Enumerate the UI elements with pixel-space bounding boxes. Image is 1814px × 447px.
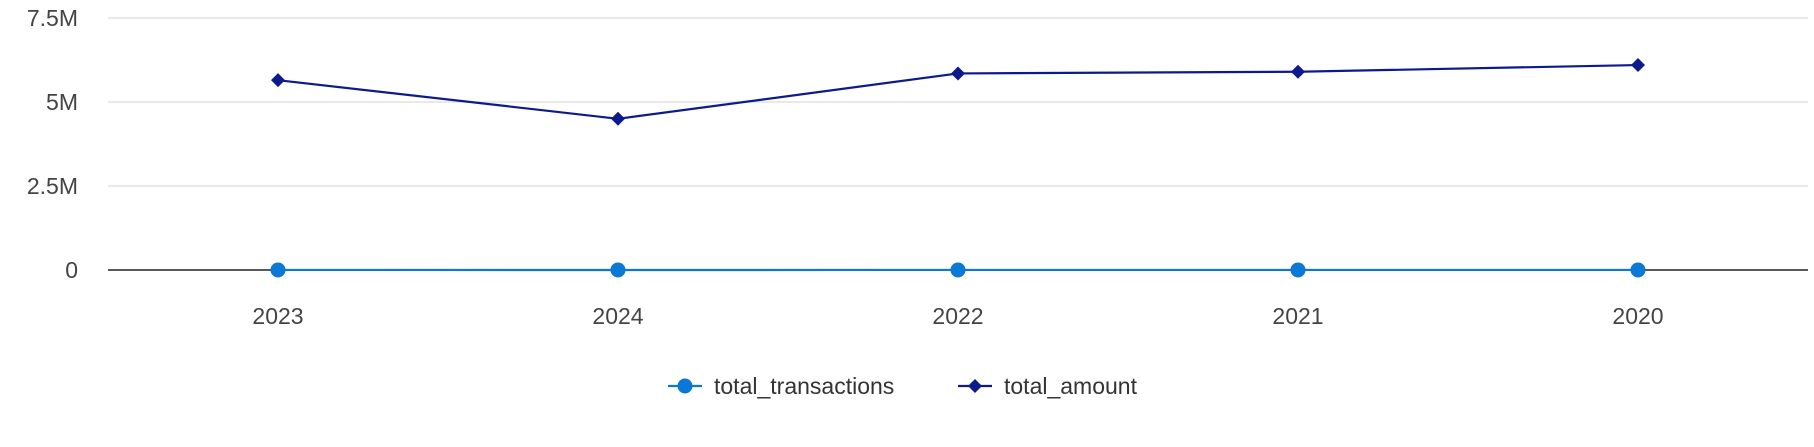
legend-label: total_amount <box>1004 373 1138 399</box>
legend-item-total-amount[interactable]: total_amount <box>958 373 1138 399</box>
x-axis-ticks: 2023 2024 2022 2021 2020 <box>252 303 1663 329</box>
series-layer <box>271 58 1646 277</box>
y-tick-label: 2.5M <box>27 173 78 199</box>
gridlines <box>108 18 1808 270</box>
y-tick-label: 7.5M <box>27 5 78 31</box>
y-axis-ticks: 0 2.5M 5M 7.5M <box>27 5 78 283</box>
x-tick-label: 2023 <box>252 303 303 329</box>
y-tick-label: 5M <box>46 89 78 115</box>
x-tick-label: 2022 <box>932 303 983 329</box>
series-total-amount <box>271 58 1645 126</box>
data-point[interactable] <box>1631 58 1645 72</box>
legend-item-total-transactions[interactable]: total_transactions <box>668 373 894 399</box>
legend: total_transactions total_amount <box>668 373 1138 399</box>
data-point[interactable] <box>1291 262 1306 277</box>
data-point[interactable] <box>1631 262 1646 277</box>
data-point[interactable] <box>271 73 285 87</box>
x-tick-label: 2021 <box>1272 303 1323 329</box>
x-tick-label: 2024 <box>592 303 643 329</box>
y-tick-label: 0 <box>65 257 78 283</box>
legend-marker <box>968 379 982 393</box>
data-point[interactable] <box>611 112 625 126</box>
legend-marker <box>678 379 693 394</box>
data-point[interactable] <box>951 262 966 277</box>
series-total-transactions <box>271 262 1646 277</box>
legend-label: total_transactions <box>714 373 894 399</box>
data-point[interactable] <box>611 262 626 277</box>
data-point[interactable] <box>1291 65 1305 79</box>
x-tick-label: 2020 <box>1612 303 1663 329</box>
data-point[interactable] <box>271 262 286 277</box>
data-point[interactable] <box>951 66 965 80</box>
